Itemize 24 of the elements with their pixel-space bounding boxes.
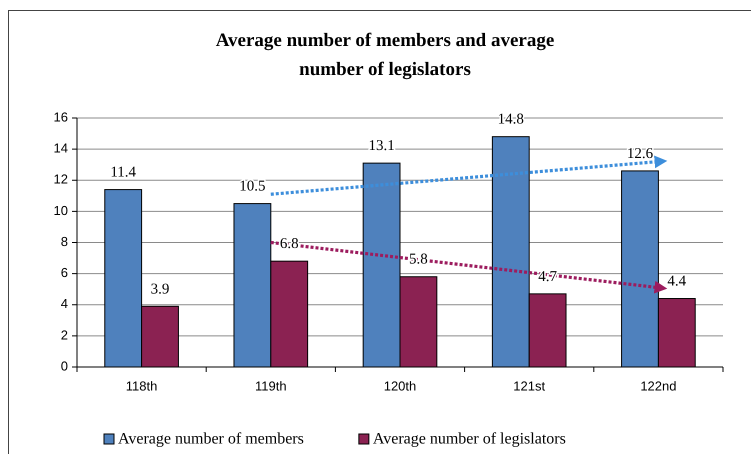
x-tick-label: 119th	[255, 378, 287, 394]
y-tick-label: 8	[60, 234, 68, 249]
x-tick-label: 118th	[126, 378, 158, 394]
data-label: 3.9	[150, 281, 170, 298]
y-tick-label: 4	[60, 296, 68, 312]
data-label: 13.1	[368, 138, 395, 154]
y-tick-label: 6	[60, 265, 68, 280]
y-tick-label: 12	[54, 172, 68, 187]
data-label: 14.8	[498, 112, 524, 128]
chart-title: Average number of members and average number of legislators	[216, 30, 554, 80]
x-tick-label: 122nd	[640, 378, 676, 394]
data-label: 11.4	[110, 164, 137, 181]
y-tick-label: 2	[60, 327, 68, 342]
y-tick-label: 0	[60, 358, 68, 374]
y-tick-label: 10	[54, 202, 68, 218]
data-label: 4.4	[667, 274, 687, 290]
y-tick-label: 16	[54, 109, 68, 124]
data-label: 10.5	[239, 178, 266, 195]
y-tick-label: 14	[54, 140, 68, 156]
legend-label: Average number of members	[118, 430, 304, 448]
x-tick-label: 120th	[384, 378, 416, 394]
data-label: 12.6	[626, 146, 654, 162]
x-tick-label: 121st	[513, 378, 546, 394]
legend-label: Average number of legislators	[372, 430, 566, 448]
